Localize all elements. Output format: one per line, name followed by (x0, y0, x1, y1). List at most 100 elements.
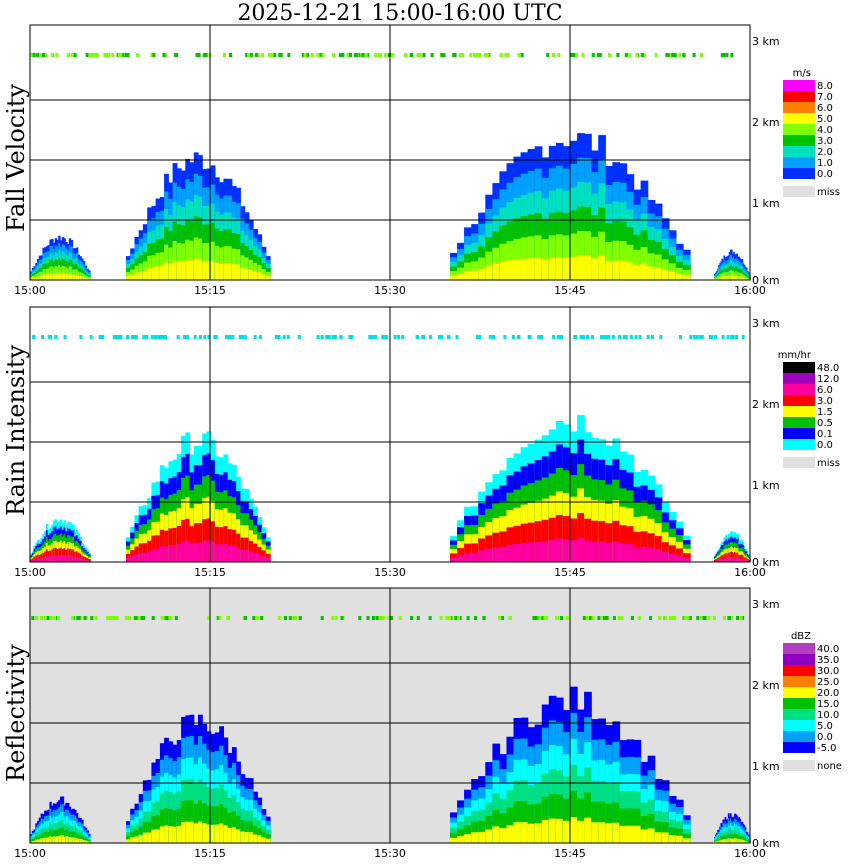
legend-swatch-1-4 (783, 406, 815, 417)
legend-value-2-0: 40.0 (817, 644, 839, 655)
data-cell-1-1-7-5 (155, 548, 161, 562)
data-cell-2-3-20-5 (735, 838, 737, 843)
data-cell-2-3-12-5 (726, 839, 729, 843)
data-cell-2-1-8-4 (159, 809, 165, 843)
noise-mark-1-56 (397, 335, 401, 339)
data-cell-1-1-8-4 (159, 529, 165, 562)
data-cell-1-2-31-4 (668, 545, 677, 562)
noise-mark-1-139 (421, 335, 425, 339)
data-cell-2-1-29-5 (248, 832, 254, 843)
data-cell-0-3-21-5 (736, 275, 738, 280)
noise-mark-0-40 (627, 53, 631, 57)
data-cell-1-0-9-5 (45, 555, 49, 562)
data-cell-2-2-20-5 (591, 822, 599, 843)
noise-mark-0-36 (162, 53, 166, 57)
noise-mark-0-31 (517, 53, 521, 57)
noise-mark-2-139 (387, 616, 391, 620)
legend-value-0-7: 1.0 (817, 158, 833, 169)
data-cell-2-0-5-4 (38, 834, 42, 843)
noise-mark-0-153 (404, 53, 408, 57)
data-cell-0-2-13-4 (541, 239, 550, 280)
data-cell-2-2-16-5 (562, 820, 571, 843)
noise-mark-2-49 (410, 616, 413, 620)
noise-mark-1-59 (579, 335, 583, 339)
data-cell-0-1-9-5 (164, 262, 169, 280)
noise-mark-0-111 (117, 53, 121, 57)
noise-mark-0-143 (700, 53, 703, 57)
noise-mark-0-35 (55, 53, 59, 57)
data-cell-1-0-0-5 (30, 560, 33, 562)
data-cell-2-1-28-5 (244, 832, 250, 843)
data-cell-0-3-1-5 (715, 278, 717, 280)
data-cell-2-3-9-5 (723, 839, 726, 843)
data-cell-2-2-33-5 (682, 838, 691, 843)
data-cell-0-2-16-5 (562, 257, 571, 280)
data-cell-0-0-32-4 (86, 276, 89, 280)
data-cell-0-2-32-5 (675, 274, 684, 280)
noise-mark-0-50 (321, 53, 325, 57)
noise-mark-2-8 (141, 616, 145, 620)
data-cell-1-0-2-4 (33, 556, 36, 562)
data-cell-1-1-24-4 (227, 529, 233, 562)
x-tick-0-1: 15:15 (194, 284, 226, 297)
data-cell-1-2-14-5 (548, 539, 557, 562)
data-cell-0-2-1-5 (457, 273, 465, 280)
y-tick-2-0: 3 km (752, 598, 780, 611)
noise-mark-0-67 (598, 53, 602, 57)
noise-mark-0-80 (353, 53, 357, 57)
noise-mark-1-158 (689, 335, 693, 339)
data-cell-1-2-11-5 (527, 542, 536, 562)
noise-mark-0-46 (268, 53, 271, 57)
noise-mark-1-122 (368, 335, 372, 339)
noise-mark-1-159 (114, 335, 118, 339)
noise-mark-2-73 (366, 616, 370, 620)
noise-mark-2-7 (79, 616, 83, 620)
noise-mark-2-65 (389, 616, 393, 620)
noise-mark-2-151 (298, 616, 302, 620)
legend-missing-swatch-1 (783, 457, 815, 468)
noise-mark-2-126 (741, 616, 745, 620)
noise-mark-1-20 (116, 335, 120, 339)
noise-mark-2-41 (637, 616, 641, 620)
data-cell-0-0-12-5 (51, 273, 54, 280)
data-cell-0-2-20-5 (591, 258, 599, 280)
noise-mark-0-146 (654, 53, 658, 57)
noise-mark-0-140 (338, 53, 342, 57)
data-cell-2-2-11-5 (527, 823, 536, 843)
noise-mark-0-142 (725, 53, 729, 57)
noise-mark-1-81 (243, 335, 247, 339)
data-cell-1-0-31-5 (84, 559, 88, 562)
data-cell-0-1-12-5 (176, 261, 182, 280)
noise-mark-0-27 (665, 53, 669, 57)
data-cell-1-2-7-5 (499, 546, 508, 562)
data-cell-0-1-32-5 (261, 274, 267, 280)
data-cell-1-1-3-5 (138, 552, 144, 562)
noise-mark-2-66 (125, 616, 129, 620)
data-cell-2-0-33-5 (88, 841, 91, 843)
data-cell-0-0-20-4 (65, 267, 68, 280)
data-cell-2-1-27-5 (240, 831, 246, 843)
noise-mark-2-72 (378, 616, 382, 620)
data-cell-2-1-7-5 (155, 829, 161, 843)
data-cell-2-3-13-5 (727, 838, 730, 843)
noise-mark-2-113 (294, 616, 298, 620)
noise-mark-0-52 (121, 53, 125, 57)
legend-unit-0: m/s (793, 68, 811, 79)
noise-mark-2-134 (160, 616, 164, 620)
noise-mark-1-147 (183, 335, 186, 339)
data-cell-2-3-16-5 (730, 838, 733, 843)
noise-mark-1-97 (416, 335, 419, 339)
data-cell-1-0-5-5 (38, 558, 42, 562)
noise-mark-2-86 (603, 616, 606, 620)
data-cell-1-3-30-4 (745, 557, 748, 562)
data-cell-1-0-12-4 (51, 549, 54, 562)
data-cell-0-2-29-4 (654, 254, 663, 280)
data-cell-2-1-18-5 (202, 823, 207, 843)
data-cell-1-1-24-5 (227, 545, 233, 562)
data-cell-1-3-22-5 (737, 557, 739, 562)
data-cell-1-3-4-4 (718, 557, 720, 562)
noise-mark-2-148 (630, 616, 634, 620)
data-cell-0-0-13-5 (52, 273, 56, 280)
data-cell-0-3-2-5 (716, 278, 718, 280)
noise-mark-1-128 (238, 335, 242, 339)
